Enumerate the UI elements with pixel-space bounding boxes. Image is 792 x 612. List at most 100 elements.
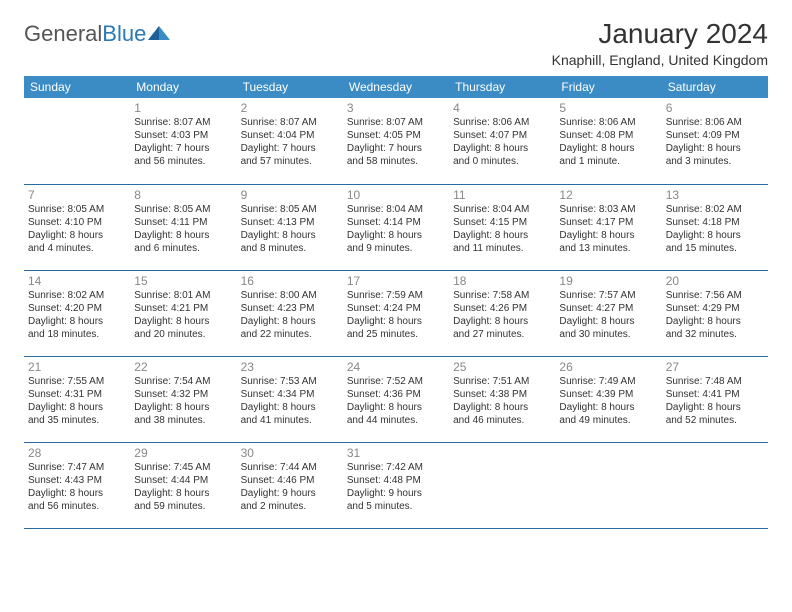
daylight-text: and 11 minutes. [453, 242, 551, 255]
day-number: 11 [453, 188, 551, 202]
day-number: 14 [28, 274, 126, 288]
sunrise-text: Sunrise: 8:03 AM [559, 203, 657, 216]
daylight-text: Daylight: 8 hours [559, 229, 657, 242]
calendar-week: 14Sunrise: 8:02 AMSunset: 4:20 PMDayligh… [24, 270, 768, 356]
daylight-text: Daylight: 8 hours [28, 229, 126, 242]
daylight-text: and 38 minutes. [134, 414, 232, 427]
day-number: 10 [347, 188, 445, 202]
day-number: 23 [241, 360, 339, 374]
calendar-cell: 5Sunrise: 8:06 AMSunset: 4:08 PMDaylight… [555, 98, 661, 184]
calendar-cell [24, 98, 130, 184]
daylight-text: Daylight: 8 hours [453, 142, 551, 155]
daylight-text: and 13 minutes. [559, 242, 657, 255]
sunrise-text: Sunrise: 8:01 AM [134, 289, 232, 302]
daylight-text: and 22 minutes. [241, 328, 339, 341]
daylight-text: Daylight: 8 hours [559, 315, 657, 328]
daylight-text: and 27 minutes. [453, 328, 551, 341]
sunset-text: Sunset: 4:17 PM [559, 216, 657, 229]
calendar-cell: 19Sunrise: 7:57 AMSunset: 4:27 PMDayligh… [555, 270, 661, 356]
sunrise-text: Sunrise: 7:56 AM [666, 289, 764, 302]
day-number: 28 [28, 446, 126, 460]
daylight-text: and 35 minutes. [28, 414, 126, 427]
title-block: January 2024 Knaphill, England, United K… [552, 18, 768, 68]
calendar-cell [449, 442, 555, 528]
calendar-week: 1Sunrise: 8:07 AMSunset: 4:03 PMDaylight… [24, 98, 768, 184]
daylight-text: Daylight: 8 hours [559, 401, 657, 414]
sunrise-text: Sunrise: 8:05 AM [241, 203, 339, 216]
sunset-text: Sunset: 4:07 PM [453, 129, 551, 142]
sunrise-text: Sunrise: 8:00 AM [241, 289, 339, 302]
sunrise-text: Sunrise: 8:06 AM [559, 116, 657, 129]
calendar-cell: 14Sunrise: 8:02 AMSunset: 4:20 PMDayligh… [24, 270, 130, 356]
sunset-text: Sunset: 4:05 PM [347, 129, 445, 142]
sunset-text: Sunset: 4:21 PM [134, 302, 232, 315]
daylight-text: and 57 minutes. [241, 155, 339, 168]
sunrise-text: Sunrise: 8:02 AM [666, 203, 764, 216]
daylight-text: Daylight: 8 hours [666, 142, 764, 155]
day-number: 26 [559, 360, 657, 374]
sunrise-text: Sunrise: 7:53 AM [241, 375, 339, 388]
sunrise-text: Sunrise: 7:55 AM [28, 375, 126, 388]
sunset-text: Sunset: 4:36 PM [347, 388, 445, 401]
daylight-text: and 41 minutes. [241, 414, 339, 427]
day-number: 8 [134, 188, 232, 202]
sunrise-text: Sunrise: 7:49 AM [559, 375, 657, 388]
day-number: 31 [347, 446, 445, 460]
sunrise-text: Sunrise: 7:47 AM [28, 461, 126, 474]
day-number: 16 [241, 274, 339, 288]
calendar-cell: 16Sunrise: 8:00 AMSunset: 4:23 PMDayligh… [237, 270, 343, 356]
sunset-text: Sunset: 4:03 PM [134, 129, 232, 142]
daylight-text: Daylight: 7 hours [134, 142, 232, 155]
sunset-text: Sunset: 4:09 PM [666, 129, 764, 142]
month-title: January 2024 [552, 18, 768, 50]
brand-part1: General [24, 21, 102, 46]
daylight-text: Daylight: 7 hours [347, 142, 445, 155]
day-head: Tuesday [237, 76, 343, 98]
calendar-week: 21Sunrise: 7:55 AMSunset: 4:31 PMDayligh… [24, 356, 768, 442]
daylight-text: and 46 minutes. [453, 414, 551, 427]
daylight-text: and 18 minutes. [28, 328, 126, 341]
calendar-cell: 20Sunrise: 7:56 AMSunset: 4:29 PMDayligh… [662, 270, 768, 356]
daylight-text: Daylight: 8 hours [134, 229, 232, 242]
daylight-text: Daylight: 8 hours [241, 229, 339, 242]
sunset-text: Sunset: 4:38 PM [453, 388, 551, 401]
sunrise-text: Sunrise: 8:02 AM [28, 289, 126, 302]
daylight-text: Daylight: 8 hours [453, 315, 551, 328]
sunrise-text: Sunrise: 7:51 AM [453, 375, 551, 388]
daylight-text: Daylight: 9 hours [241, 487, 339, 500]
daylight-text: Daylight: 8 hours [28, 401, 126, 414]
calendar-cell: 3Sunrise: 8:07 AMSunset: 4:05 PMDaylight… [343, 98, 449, 184]
day-head: Friday [555, 76, 661, 98]
daylight-text: and 6 minutes. [134, 242, 232, 255]
calendar-cell: 11Sunrise: 8:04 AMSunset: 4:15 PMDayligh… [449, 184, 555, 270]
daylight-text: and 32 minutes. [666, 328, 764, 341]
calendar-cell: 26Sunrise: 7:49 AMSunset: 4:39 PMDayligh… [555, 356, 661, 442]
daylight-text: and 0 minutes. [453, 155, 551, 168]
daylight-text: Daylight: 8 hours [666, 229, 764, 242]
daylight-text: and 4 minutes. [28, 242, 126, 255]
daylight-text: and 49 minutes. [559, 414, 657, 427]
sunrise-text: Sunrise: 8:07 AM [347, 116, 445, 129]
calendar-cell: 2Sunrise: 8:07 AMSunset: 4:04 PMDaylight… [237, 98, 343, 184]
calendar-cell [662, 442, 768, 528]
sunset-text: Sunset: 4:27 PM [559, 302, 657, 315]
sunset-text: Sunset: 4:14 PM [347, 216, 445, 229]
calendar-cell: 17Sunrise: 7:59 AMSunset: 4:24 PMDayligh… [343, 270, 449, 356]
day-number: 18 [453, 274, 551, 288]
sunrise-text: Sunrise: 8:04 AM [347, 203, 445, 216]
day-number: 25 [453, 360, 551, 374]
day-number: 27 [666, 360, 764, 374]
sunset-text: Sunset: 4:41 PM [666, 388, 764, 401]
day-number: 3 [347, 101, 445, 115]
sunset-text: Sunset: 4:13 PM [241, 216, 339, 229]
daylight-text: Daylight: 9 hours [347, 487, 445, 500]
day-number: 30 [241, 446, 339, 460]
daylight-text: Daylight: 8 hours [347, 229, 445, 242]
sunrise-text: Sunrise: 8:06 AM [453, 116, 551, 129]
calendar-cell: 31Sunrise: 7:42 AMSunset: 4:48 PMDayligh… [343, 442, 449, 528]
calendar-cell: 4Sunrise: 8:06 AMSunset: 4:07 PMDaylight… [449, 98, 555, 184]
day-number: 6 [666, 101, 764, 115]
calendar-table: Sunday Monday Tuesday Wednesday Thursday… [24, 76, 768, 529]
location: Knaphill, England, United Kingdom [552, 52, 768, 68]
calendar-cell: 18Sunrise: 7:58 AMSunset: 4:26 PMDayligh… [449, 270, 555, 356]
